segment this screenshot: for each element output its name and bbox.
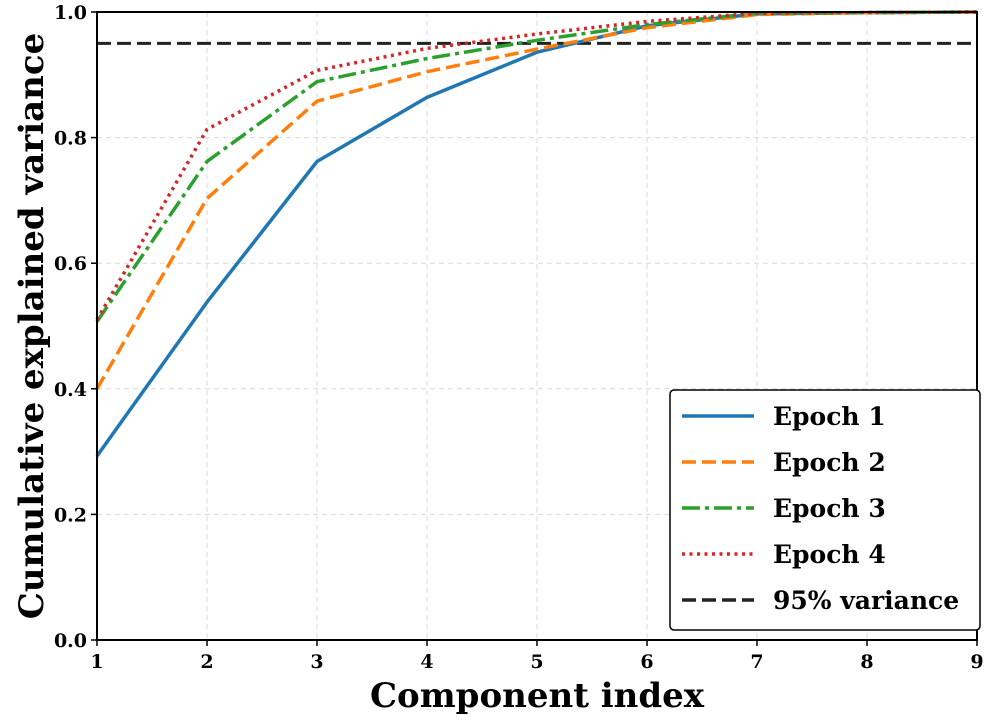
x-tick-label: 4 — [420, 651, 433, 673]
y-tick-label: 0.6 — [54, 253, 87, 275]
y-tick-label: 1.0 — [54, 2, 87, 24]
legend-label-epoch-1: Epoch 1 — [773, 402, 886, 431]
y-tick-label: 0.8 — [54, 128, 87, 150]
y-tick-label: 0.2 — [54, 504, 87, 526]
legend-label-epoch-3: Epoch 3 — [773, 494, 886, 523]
legend-label-epoch-2: Epoch 2 — [773, 448, 886, 477]
x-tick-label: 9 — [970, 651, 983, 673]
legend: Epoch 1 Epoch 2 Epoch 3 Epoch 4 95% variance — [669, 389, 981, 631]
x-tick-label: 7 — [750, 651, 763, 673]
x-tick-label: 2 — [200, 651, 213, 673]
y-tick-label: 0.4 — [54, 379, 87, 401]
legend-label-epoch-4: Epoch 4 — [773, 540, 886, 569]
ticks: 1 2 3 4 5 6 7 8 9 0.0 0.2 0.4 0.6 0.8 1.0 — [54, 2, 984, 673]
legend-box — [669, 389, 981, 631]
x-tick-label: 3 — [310, 651, 323, 673]
x-tick-label: 5 — [530, 651, 543, 673]
y-tick-label: 0.0 — [54, 630, 87, 652]
x-axis-title: Component index — [370, 676, 705, 716]
y-axis-title: Cumulative explained variance — [12, 33, 52, 619]
x-tick-label: 1 — [90, 651, 103, 673]
x-tick-label: 6 — [640, 651, 653, 673]
legend-label-95-variance: 95% variance — [773, 586, 959, 615]
x-tick-label: 8 — [860, 651, 873, 673]
